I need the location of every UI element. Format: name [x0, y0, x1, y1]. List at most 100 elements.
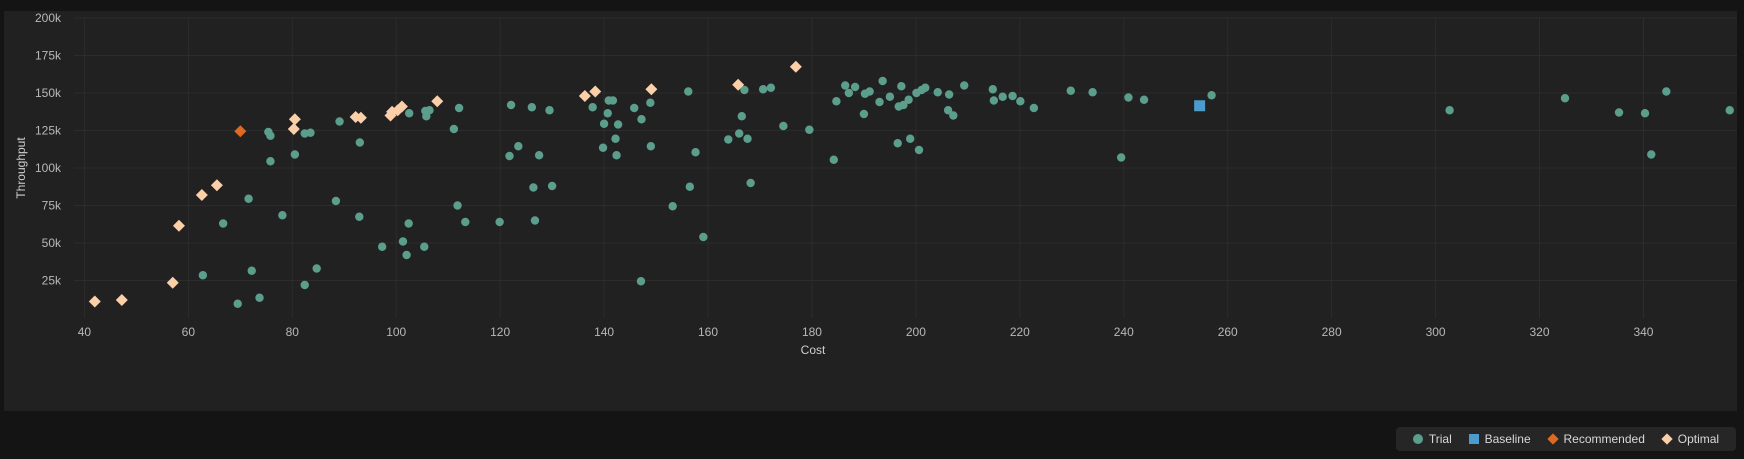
legend-swatch-recommended [1546, 433, 1559, 445]
trial-point [278, 211, 287, 220]
trial-point [613, 120, 623, 129]
trial-point [608, 96, 618, 105]
chart-panel: 40 60 80 100 120 140 160 180 200 220 240 260 280 300 3… [4, 11, 1737, 411]
tick-labels: 40 60 80 100 120 140 160 180 200 220 240 260 280 300 3… [35, 11, 1654, 339]
trial-point [1066, 86, 1075, 95]
trial-point [897, 82, 906, 91]
trial-point [603, 109, 612, 118]
trial-point [255, 293, 264, 302]
trial-point [588, 103, 597, 112]
x-tick-label: 340 [1633, 325, 1653, 339]
optimal-point [195, 189, 208, 201]
trial-point [244, 194, 253, 203]
trial-point [637, 115, 646, 124]
y-tick-label: 175k [35, 49, 62, 63]
trial-point [636, 277, 646, 286]
trial-point [355, 138, 365, 147]
trial-point [1139, 95, 1149, 104]
trial-point [960, 81, 969, 90]
trial-point [247, 266, 256, 275]
trial-point [449, 124, 459, 134]
optimal-point [578, 90, 591, 102]
data-points [88, 60, 1734, 308]
trial-point [646, 98, 655, 107]
trial-point [1445, 106, 1454, 115]
trial-point [453, 201, 462, 210]
legend-label-baseline: Baseline [1484, 432, 1531, 446]
trial-point [612, 151, 621, 160]
trial-point [904, 95, 913, 104]
legend: Trial Baseline Recommended Optimal [1396, 427, 1736, 451]
trial-point [865, 87, 874, 96]
trial-point [699, 232, 708, 242]
trial-point [266, 131, 275, 140]
trial-point [266, 157, 275, 166]
trial-point [1029, 103, 1039, 113]
x-tick-label: 200 [906, 325, 926, 339]
x-tick-label: 300 [1426, 325, 1446, 339]
trial-point [893, 139, 902, 148]
trial-point [290, 150, 300, 159]
trial-point [905, 134, 915, 143]
trial-point [1560, 94, 1570, 103]
trial-point [832, 97, 841, 106]
trial-point [921, 83, 930, 92]
trial-point [545, 106, 554, 115]
trial-point [425, 106, 434, 115]
legend-item-baseline[interactable]: Baseline [1468, 432, 1531, 446]
y-tick-label: 50k [42, 236, 62, 250]
y-axis-title: Throughput [14, 137, 28, 199]
x-tick-label: 280 [1322, 325, 1342, 339]
trial-point [933, 88, 942, 97]
y-tick-label: 75k [42, 199, 62, 213]
x-tick-label: 180 [802, 325, 822, 339]
optimal-point [287, 123, 300, 135]
trial-point [805, 125, 814, 134]
legend-swatch-baseline [1468, 434, 1479, 444]
trial-point [844, 88, 854, 98]
trial-point [668, 202, 677, 211]
trial-point [630, 103, 639, 113]
optimal-point [354, 111, 367, 124]
trial-point [1640, 109, 1650, 118]
trial-point [547, 181, 557, 191]
trial-point [454, 103, 464, 113]
legend-item-optimal[interactable]: Optimal [1661, 432, 1719, 446]
y-tick-label: 200k [35, 11, 62, 25]
trial-point [355, 212, 364, 221]
trial-point [306, 128, 315, 137]
trial-point [988, 85, 998, 94]
optimal-point [589, 85, 602, 98]
x-tick-label: 60 [182, 325, 196, 339]
x-axis-title: Cost [801, 343, 826, 357]
trial-point [740, 85, 749, 95]
trial-point [1725, 106, 1734, 115]
trial-point [335, 117, 344, 126]
trial-point [495, 217, 504, 227]
optimal-point [732, 78, 745, 91]
trial-point [402, 250, 411, 260]
optimal-point [395, 100, 408, 113]
legend-item-trial[interactable]: Trial [1412, 432, 1452, 446]
trial-point [885, 92, 895, 101]
trial-point [829, 155, 838, 164]
scatter-plot: 40 60 80 100 120 140 160 180 200 220 240 260 280 300 3… [14, 11, 1737, 357]
trial-point [841, 81, 850, 90]
trial-point [1008, 91, 1017, 101]
legend-item-recommended[interactable]: Recommended [1546, 432, 1645, 446]
trial-point [404, 219, 413, 228]
trial-point [1614, 108, 1624, 117]
recommended-point [234, 125, 247, 138]
trial-point [300, 280, 309, 290]
trial-point [779, 121, 788, 131]
trial-point [420, 242, 429, 251]
optimal-point [115, 294, 128, 306]
trial-point [684, 87, 693, 96]
trial-point [377, 242, 387, 251]
trial-point [598, 143, 608, 152]
trial-point [331, 196, 341, 206]
trial-point [1647, 150, 1656, 159]
trial-point [1088, 88, 1097, 97]
x-tick-label: 40 [78, 325, 92, 339]
trial-point [646, 142, 656, 151]
